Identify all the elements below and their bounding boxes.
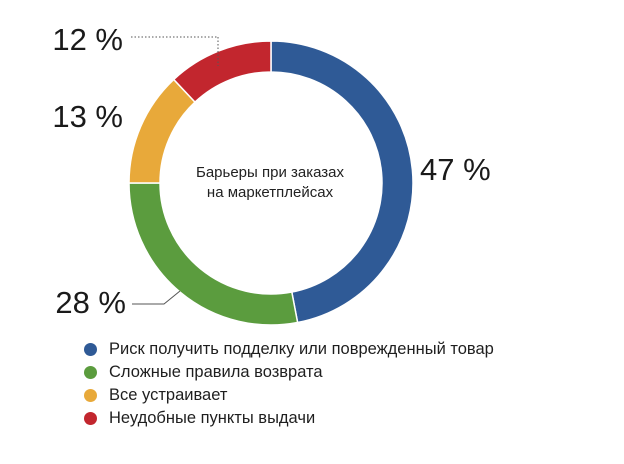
legend-item: Риск получить подделку или поврежденный … [84,338,494,361]
data-label: 47 % [420,152,491,187]
legend: Риск получить подделку или поврежденный … [84,338,494,430]
legend-label: Сложные правила возврата [109,363,323,381]
legend-swatch [84,389,97,402]
legend-swatch [84,412,97,425]
data-label: 12 % [52,22,123,57]
legend-item: Все устраивает [84,384,494,407]
donut-slice [270,40,414,324]
data-label: 28 % [55,285,126,320]
legend-item: Сложные правила возврата [84,361,494,384]
chart-title-line-2: на маркетплейсах [206,184,334,201]
legend-item: Неудобные пункты выдачи [84,407,494,430]
legend-label: Риск получить подделку или поврежденный … [109,340,494,358]
leader-line-28 [132,290,181,305]
legend-swatch [84,366,97,379]
chart-title-line-1: Барьеры при заказах [196,164,344,181]
donut-slice [172,40,272,104]
data-label: 13 % [52,99,123,134]
legend-swatch [84,343,97,356]
legend-label: Все устраивает [109,386,228,404]
legend-label: Неудобные пункты выдачи [109,409,316,427]
chart-title: Барьеры при заказах на маркетплейсах [175,163,365,203]
